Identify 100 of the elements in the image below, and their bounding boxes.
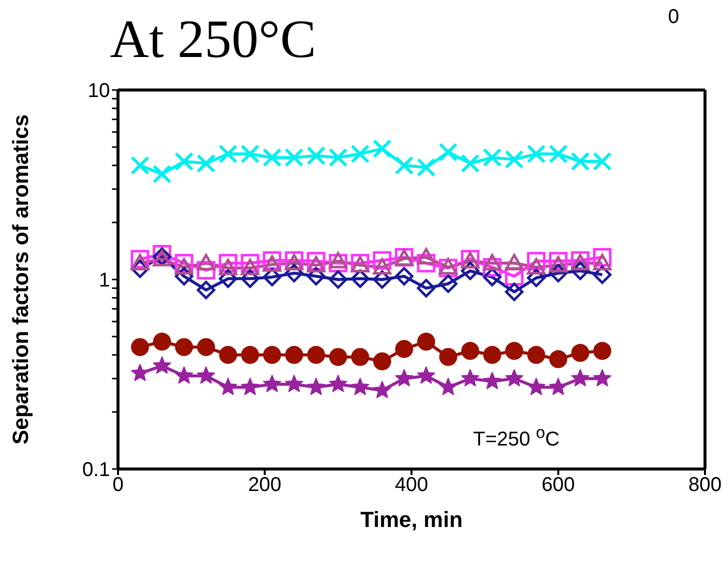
y-tick-label: 1	[98, 270, 110, 292]
point	[130, 364, 150, 382]
point	[372, 251, 392, 270]
point	[284, 148, 304, 168]
point	[263, 346, 282, 364]
point	[394, 267, 414, 286]
point	[438, 274, 458, 293]
point	[416, 158, 436, 177]
point	[372, 139, 392, 158]
point	[526, 144, 546, 164]
point	[219, 346, 238, 364]
point	[417, 332, 436, 351]
point	[131, 338, 150, 356]
point	[394, 156, 414, 175]
point	[219, 378, 238, 396]
point	[505, 369, 524, 386]
point	[218, 258, 238, 276]
y-tick-label: 10	[88, 80, 110, 102]
point	[306, 146, 326, 166]
point	[373, 352, 392, 370]
point	[505, 342, 524, 360]
point	[196, 254, 216, 270]
point	[395, 340, 414, 358]
point	[130, 156, 150, 175]
point	[197, 338, 216, 356]
point	[439, 348, 458, 366]
point	[373, 380, 392, 398]
text: 0	[668, 6, 680, 29]
point	[153, 332, 172, 351]
point	[592, 152, 612, 171]
point	[307, 378, 326, 396]
point	[130, 254, 150, 270]
x-tick-label: 0	[112, 474, 124, 496]
point	[548, 144, 568, 164]
point	[174, 366, 194, 384]
point	[416, 278, 436, 298]
point	[593, 342, 612, 360]
x-tick-label: 600	[542, 474, 575, 496]
point	[328, 252, 348, 268]
point	[372, 258, 392, 275]
point	[527, 346, 546, 364]
y-tick-label: 0.1	[82, 459, 110, 482]
point	[196, 154, 216, 173]
point	[549, 256, 568, 272]
point	[351, 348, 370, 366]
point	[175, 338, 194, 356]
point	[570, 152, 590, 171]
point	[240, 258, 260, 276]
point	[262, 148, 282, 168]
point	[482, 254, 502, 270]
point	[350, 144, 370, 164]
x-tick-label: 200	[248, 474, 282, 496]
chart-title: At 250°C	[110, 8, 316, 70]
point	[482, 148, 502, 168]
point	[152, 356, 172, 374]
point	[461, 342, 480, 360]
y-axis-title: Separation factors of aromatics	[8, 114, 33, 445]
point	[285, 346, 304, 364]
point	[593, 254, 612, 270]
point	[482, 268, 502, 286]
point	[483, 346, 502, 364]
point	[174, 152, 194, 171]
point	[262, 255, 282, 272]
point	[571, 369, 590, 386]
point	[263, 374, 282, 392]
point	[240, 144, 260, 164]
point	[196, 280, 216, 300]
point	[504, 282, 524, 302]
point	[504, 150, 524, 169]
point	[329, 348, 348, 366]
annotation: T=250 $^{o}$C	[473, 423, 560, 452]
point	[549, 350, 568, 368]
point	[460, 154, 480, 173]
point	[526, 258, 546, 275]
point	[306, 256, 326, 272]
point	[461, 369, 480, 386]
x-tick-label: 400	[394, 474, 428, 496]
point	[351, 378, 370, 396]
point	[241, 378, 260, 396]
point	[527, 378, 546, 396]
point	[196, 366, 216, 384]
point	[571, 344, 590, 362]
point	[549, 378, 568, 396]
point	[439, 378, 458, 396]
point	[504, 254, 524, 270]
x-axis-title: Time, min	[360, 507, 463, 532]
point	[395, 369, 414, 386]
point	[438, 142, 458, 162]
point	[593, 369, 612, 386]
point	[483, 372, 502, 390]
point	[328, 270, 348, 289]
point	[329, 374, 348, 392]
point	[285, 374, 304, 392]
point	[218, 144, 238, 164]
point	[417, 366, 436, 384]
point	[307, 346, 326, 364]
point	[152, 164, 172, 184]
point	[328, 148, 348, 168]
point	[241, 346, 260, 364]
point	[416, 248, 436, 265]
